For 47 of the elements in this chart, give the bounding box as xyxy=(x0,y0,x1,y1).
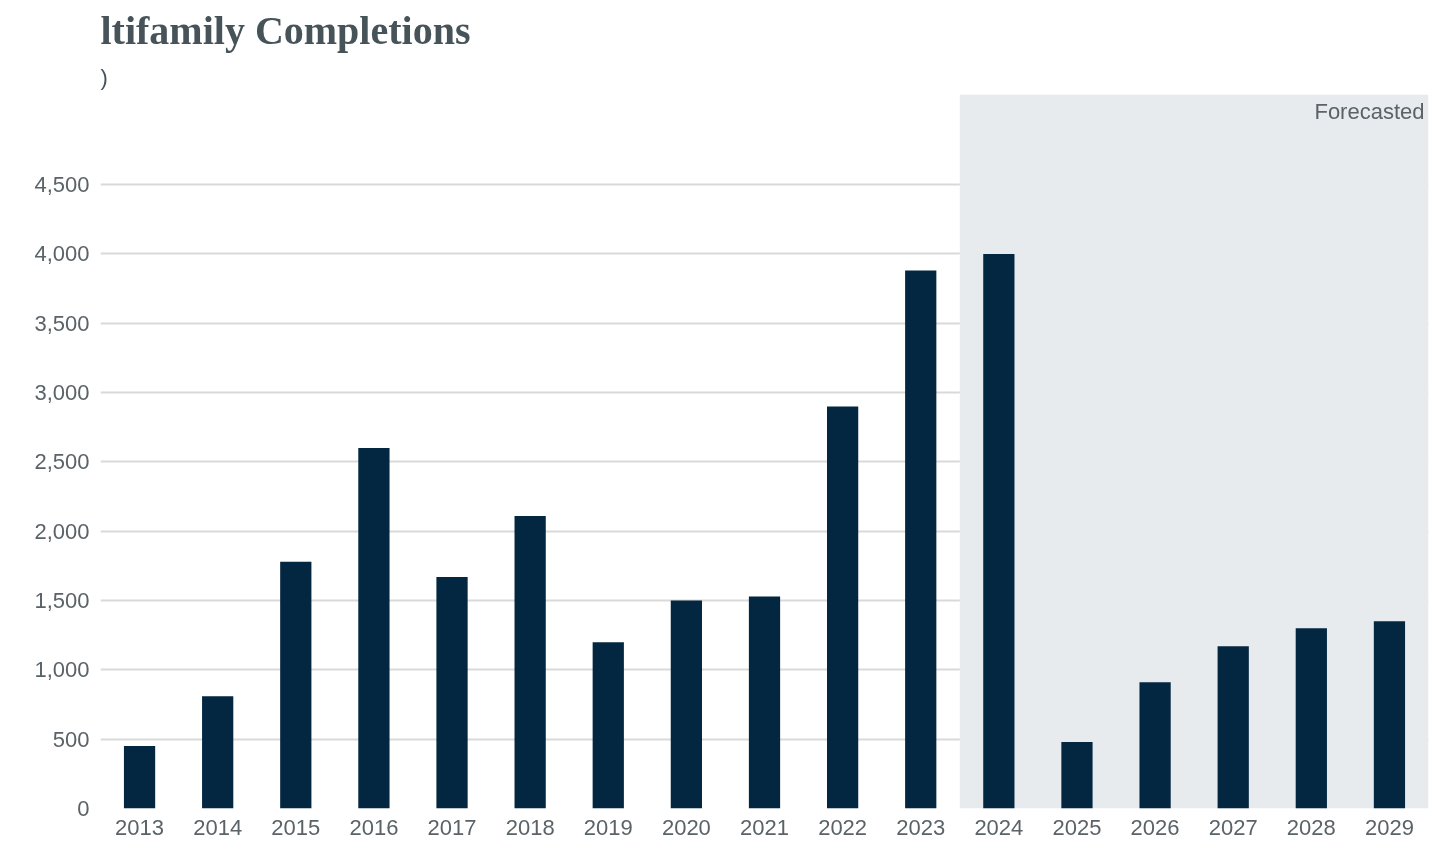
x-tick-label: 2029 xyxy=(1364,814,1414,840)
x-tick-label: 2017 xyxy=(427,814,477,840)
y-tick-label: 3,000 xyxy=(34,380,90,406)
bar xyxy=(670,600,703,809)
bar xyxy=(514,515,546,809)
y-tick-label: 1,000 xyxy=(34,657,90,683)
bar xyxy=(983,253,1015,809)
bar xyxy=(1139,682,1171,809)
x-tick-label: 2022 xyxy=(818,814,868,840)
x-tick-label: 2027 xyxy=(1208,814,1258,840)
bar xyxy=(1217,646,1249,809)
x-tick-label: 2014 xyxy=(193,814,243,840)
bar xyxy=(905,270,937,809)
x-tick-label: 2025 xyxy=(1052,814,1102,840)
y-tick-label: 4,000 xyxy=(34,241,90,267)
x-tick-label: 2018 xyxy=(505,814,555,840)
bar xyxy=(1295,628,1327,809)
y-tick-label: 0 xyxy=(77,796,90,821)
x-tick-label: 2020 xyxy=(661,814,711,840)
chart-subtitle: ) xyxy=(100,64,108,90)
bar xyxy=(826,406,859,809)
band-label: Forecasted xyxy=(1314,98,1425,124)
x-tick-label: 2019 xyxy=(583,814,633,840)
bar xyxy=(1061,741,1093,809)
bar xyxy=(202,696,234,809)
y-tick-label: 1,500 xyxy=(34,588,90,614)
bar xyxy=(358,448,390,809)
y-tick-label: 2,500 xyxy=(34,449,90,475)
y-tick-label: 500 xyxy=(52,726,90,752)
x-tick-label: 2015 xyxy=(271,814,321,840)
x-tick-label: 2028 xyxy=(1286,814,1336,840)
bar xyxy=(592,642,624,809)
x-tick-label: 2024 xyxy=(974,814,1024,840)
y-tick-label: 3,500 xyxy=(34,310,90,336)
y-tick-label: 2,000 xyxy=(34,518,90,544)
chart-title: ltifamily Completions xyxy=(100,7,471,53)
bar xyxy=(280,561,312,809)
y-tick-label: 4,500 xyxy=(34,172,90,198)
x-tick-label: 2026 xyxy=(1130,814,1180,840)
bar xyxy=(123,746,156,809)
x-tick-label: 2013 xyxy=(115,814,165,840)
bar xyxy=(748,596,781,809)
x-tick-label: 2021 xyxy=(740,814,789,840)
bar xyxy=(1373,621,1406,809)
x-tick-label: 2016 xyxy=(349,814,399,840)
x-tick-label: 2023 xyxy=(896,814,946,840)
bar xyxy=(436,576,468,809)
